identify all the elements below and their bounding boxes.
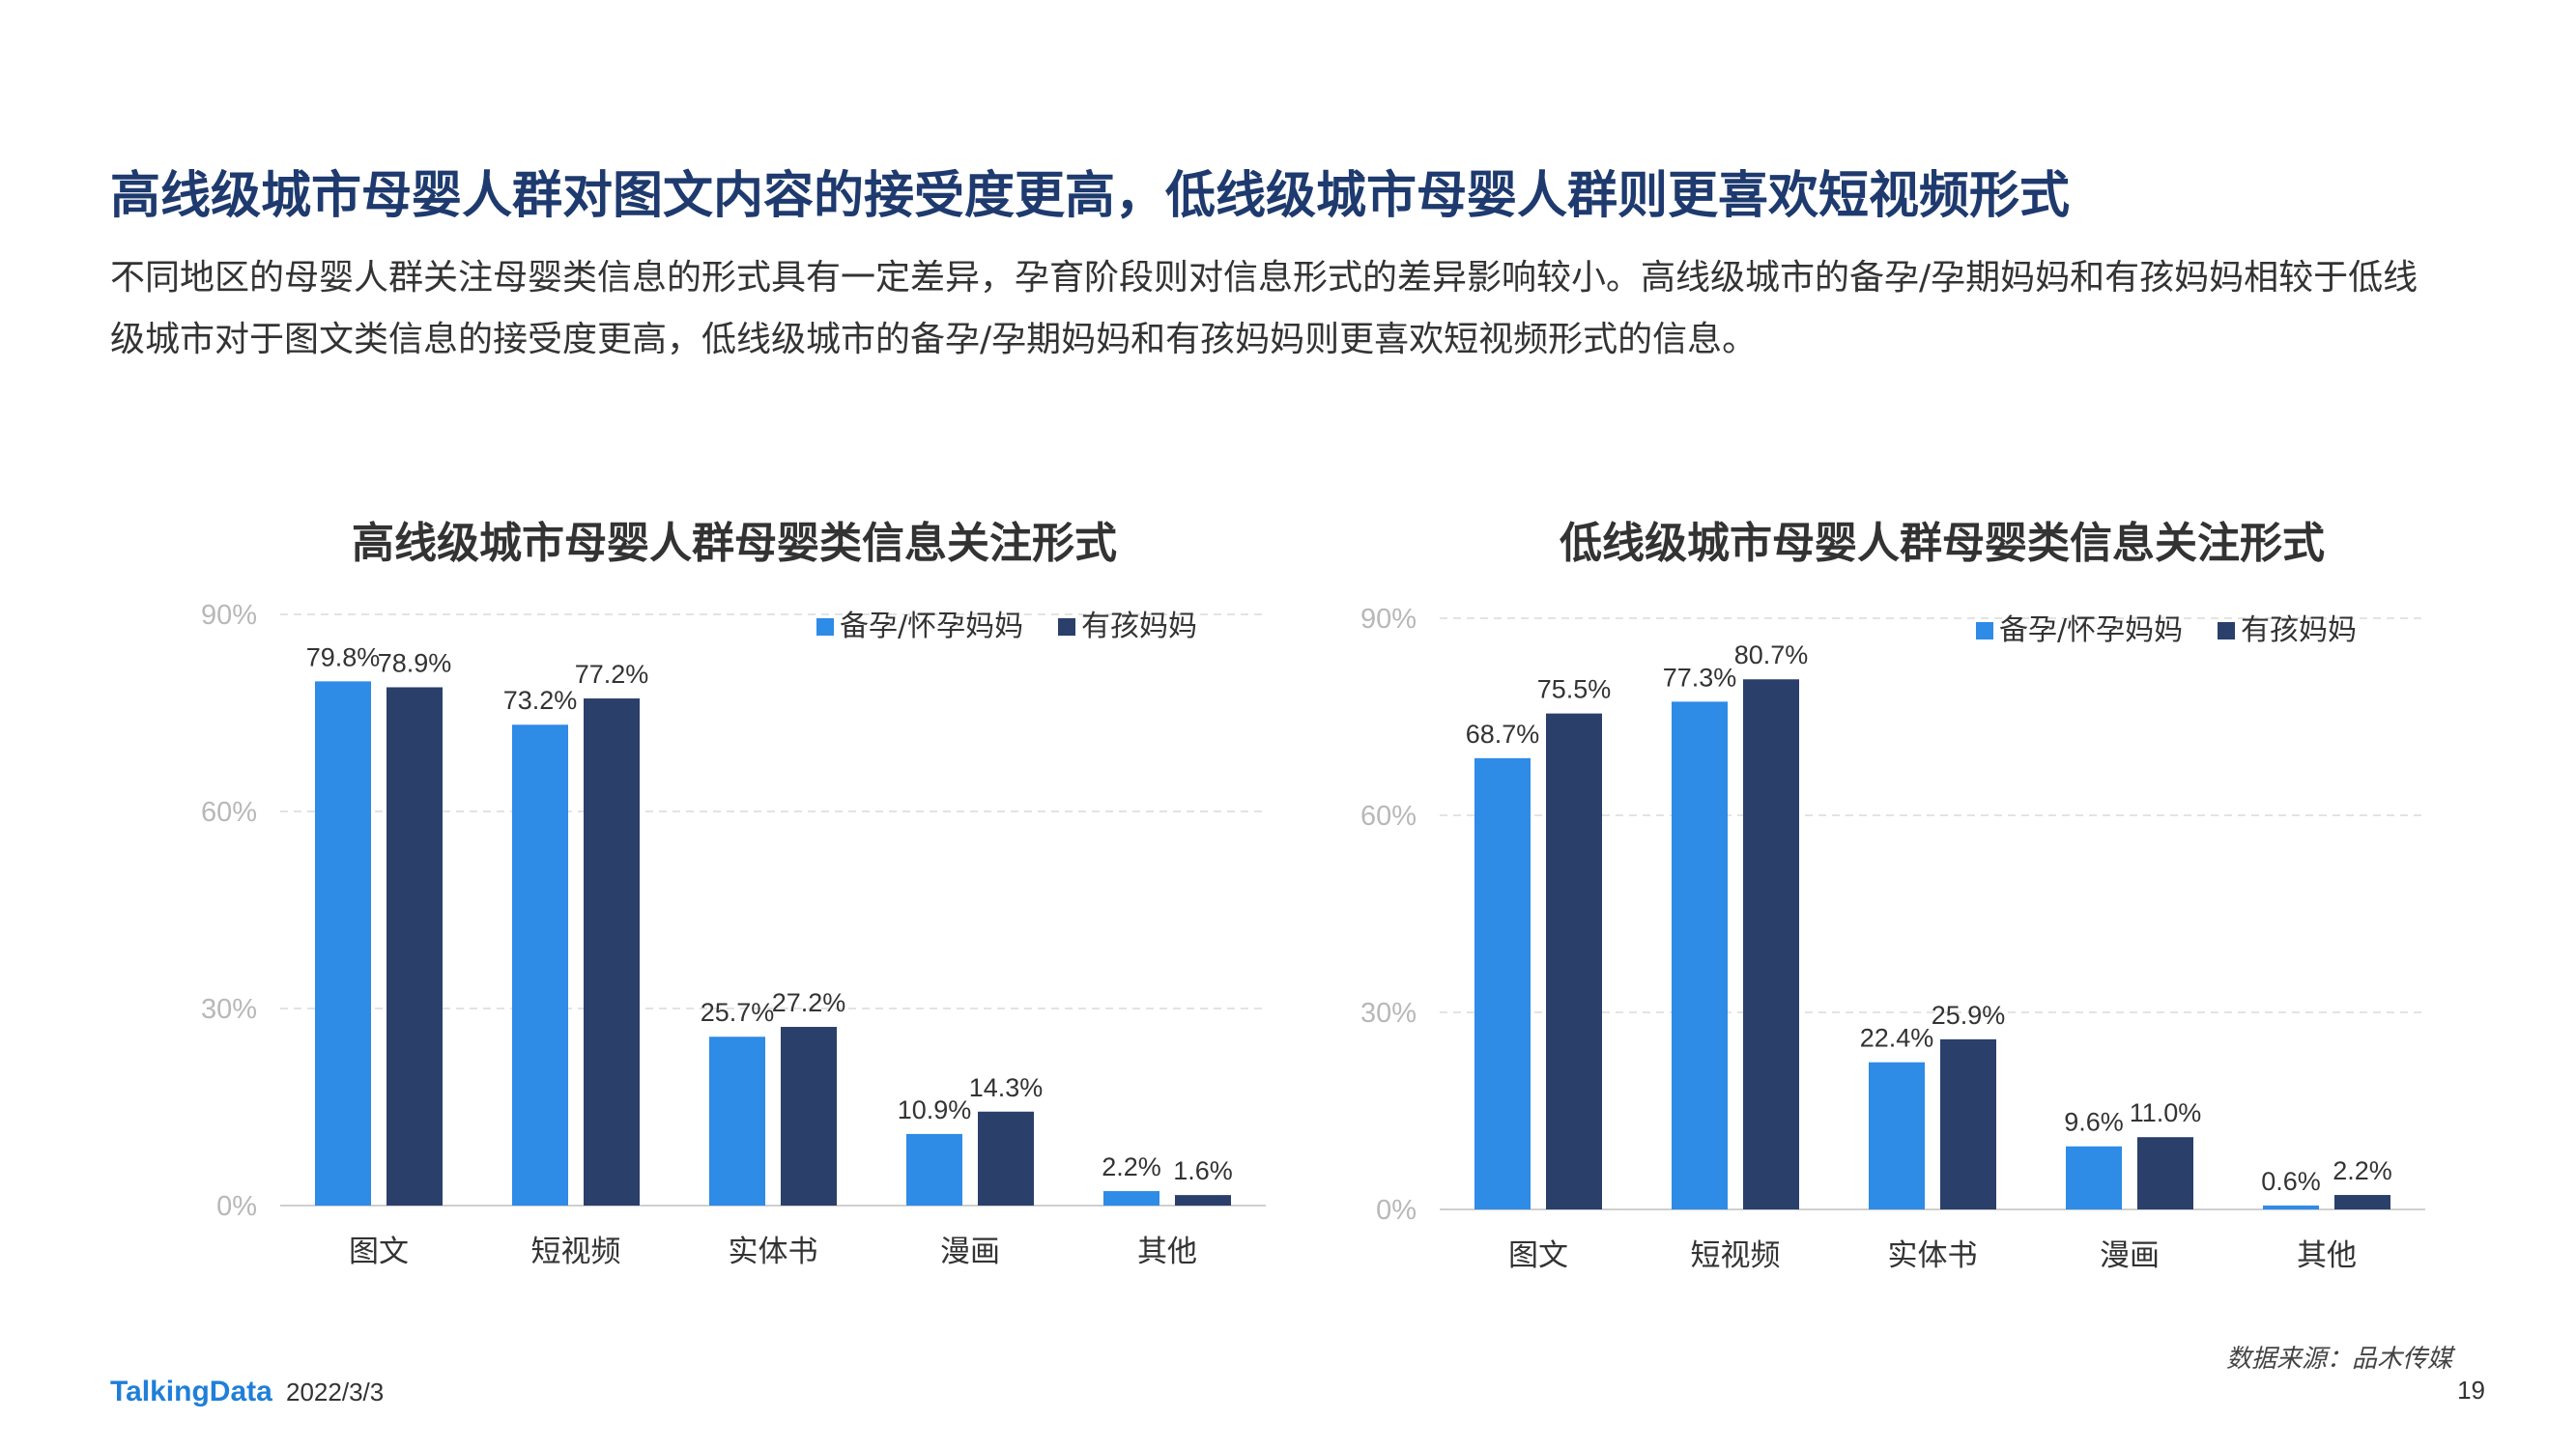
bar-expecting-4 bbox=[2263, 1205, 2319, 1209]
data-source: 数据来源：品木传媒 bbox=[2225, 1345, 2452, 1374]
y-tick-label: 60% bbox=[201, 797, 257, 828]
bar-data-label: 75.5% bbox=[1537, 675, 1612, 704]
bar-expecting-4 bbox=[1103, 1191, 1159, 1206]
y-tick-label: 30% bbox=[1360, 998, 1417, 1029]
bar-with-child-3 bbox=[2137, 1137, 2193, 1209]
bar-data-label: 2.2% bbox=[1102, 1152, 1161, 1181]
chart-1: 0% 30% 60% 90% 79.8%78.9% 图文 73.2%77.2% 短视频 25.7… bbox=[201, 600, 1266, 1269]
legend-label: 备孕/怀孕妈妈 bbox=[840, 610, 1023, 643]
bar-data-label: 77.2% bbox=[575, 660, 649, 689]
legend-swatch bbox=[1976, 622, 1993, 639]
chart-1-title: 高线级城市母婴人群母婴类信息关注形式 bbox=[352, 519, 1117, 568]
bar-data-label: 80.7% bbox=[1734, 640, 1809, 669]
x-tick-label: 短视频 bbox=[1691, 1238, 1781, 1273]
page-headline: 高线级城市母婴人群对图文内容的接受度更高，低线级城市母婴人群则更喜欢短视频形式 bbox=[110, 167, 2071, 225]
bar-data-label: 1.6% bbox=[1173, 1156, 1233, 1185]
legend-label: 备孕/怀孕妈妈 bbox=[1999, 613, 2183, 647]
intro-line-2: 级城市对于图文类信息的接受度更高，低线级城市的备孕/孕期妈妈和有孩妈妈则更喜欢短… bbox=[110, 320, 1758, 359]
bar-data-label: 22.4% bbox=[1860, 1024, 1934, 1053]
bar-data-label: 27.2% bbox=[772, 988, 846, 1017]
bar-with-child-0 bbox=[386, 687, 443, 1206]
x-tick-label: 漫画 bbox=[2100, 1238, 2160, 1273]
bar-data-label: 25.7% bbox=[701, 998, 775, 1027]
intro-line-1: 不同地区的母婴人群关注母婴类信息的形式具有一定差异，孕育阶段则对信息形式的差异影… bbox=[110, 258, 2419, 298]
x-tick-label: 其他 bbox=[1137, 1235, 1197, 1269]
bar-with-child-4 bbox=[2334, 1195, 2390, 1209]
bar-with-child-1 bbox=[584, 698, 640, 1206]
x-tick-label: 漫画 bbox=[940, 1235, 1000, 1269]
bar-with-child-3 bbox=[978, 1111, 1034, 1206]
bar-data-label: 11.0% bbox=[2130, 1098, 2202, 1127]
legend-label: 有孩妈妈 bbox=[1081, 610, 1197, 643]
y-tick-label: 90% bbox=[201, 600, 257, 631]
x-tick-label: 图文 bbox=[349, 1235, 409, 1269]
y-tick-label: 0% bbox=[216, 1191, 257, 1222]
bar-with-child-2 bbox=[781, 1027, 837, 1206]
chart-2-title: 低线级城市母婴人群母婴类信息关注形式 bbox=[1560, 519, 2325, 568]
bar-expecting-3 bbox=[906, 1133, 962, 1206]
bar-expecting-2 bbox=[1869, 1062, 1925, 1209]
bar-expecting-1 bbox=[512, 724, 568, 1206]
bar-data-label: 78.9% bbox=[378, 648, 452, 677]
talkingdata-logo: TalkingData bbox=[110, 1376, 272, 1407]
legend-label: 有孩妈妈 bbox=[2241, 613, 2357, 647]
x-tick-label: 图文 bbox=[1508, 1238, 1568, 1273]
bar-with-child-1 bbox=[1743, 679, 1799, 1209]
bar-data-label: 79.8% bbox=[306, 642, 381, 671]
y-tick-label: 0% bbox=[1376, 1195, 1417, 1226]
bar-with-child-4 bbox=[1175, 1195, 1231, 1206]
legend-swatch bbox=[1058, 618, 1075, 636]
y-tick-label: 90% bbox=[1360, 604, 1417, 635]
bar-expecting-0 bbox=[1474, 757, 1531, 1209]
x-tick-label: 实体书 bbox=[729, 1235, 818, 1269]
bar-data-label: 77.3% bbox=[1663, 663, 1737, 692]
bar-data-label: 9.6% bbox=[2064, 1108, 2124, 1137]
x-tick-label: 实体书 bbox=[1888, 1238, 1978, 1273]
bar-data-label: 73.2% bbox=[503, 686, 578, 715]
page-number: 19 bbox=[2457, 1376, 2485, 1405]
x-tick-label: 短视频 bbox=[531, 1235, 621, 1269]
bar-data-label: 10.9% bbox=[898, 1095, 972, 1124]
report-date: 2022/3/3 bbox=[286, 1378, 385, 1406]
intro-paragraph: 不同地区的母婴人群关注母婴类信息的形式具有一定差异，孕育阶段则对信息形式的差异影… bbox=[110, 247, 2487, 371]
bar-data-label: 2.2% bbox=[2333, 1156, 2392, 1185]
bar-data-label: 0.6% bbox=[2261, 1167, 2321, 1196]
legend-swatch bbox=[2218, 622, 2235, 639]
bar-with-child-0 bbox=[1546, 713, 1602, 1209]
x-tick-label: 其他 bbox=[2297, 1238, 2357, 1273]
bar-data-label: 68.7% bbox=[1466, 720, 1540, 749]
bar-expecting-1 bbox=[1672, 701, 1728, 1209]
bar-data-label: 25.9% bbox=[1932, 1001, 2006, 1030]
y-tick-label: 60% bbox=[1360, 801, 1417, 832]
bar-with-child-2 bbox=[1940, 1038, 1996, 1209]
y-tick-label: 30% bbox=[201, 994, 257, 1025]
bar-expecting-2 bbox=[709, 1037, 765, 1206]
legend-swatch bbox=[816, 618, 834, 636]
chart-2: 0% 30% 60% 90% 68.7% 75.5% 图文 77.3%80.7% 短视频 22.4… bbox=[1360, 604, 2425, 1273]
bar-data-label: 14.3% bbox=[969, 1073, 1044, 1102]
bar-expecting-3 bbox=[2066, 1146, 2122, 1209]
bar-expecting-0 bbox=[315, 681, 371, 1206]
